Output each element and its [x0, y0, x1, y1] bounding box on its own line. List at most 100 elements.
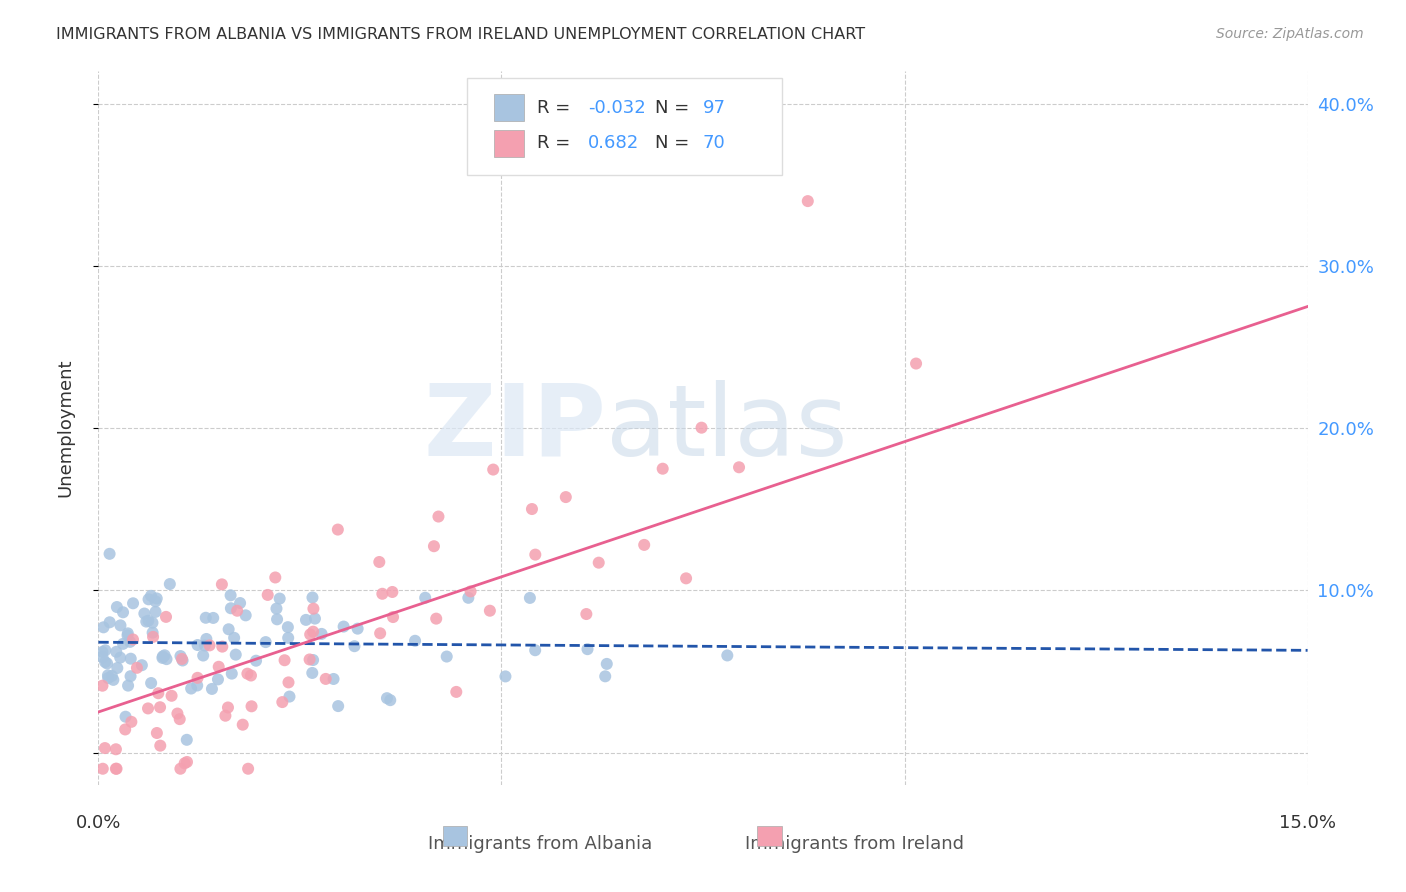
Point [120, 669, 142, 683]
Point [368, 626, 391, 640]
Point [104, 742, 127, 756]
Point [149, 739, 172, 753]
Point [169, 648, 191, 663]
Point [278, 690, 301, 704]
Point [226, 604, 249, 618]
Point [135, 615, 157, 629]
Point [120, 714, 142, 729]
Point [148, 686, 170, 700]
Point [96, 657, 118, 671]
Point [225, 648, 247, 662]
Text: 97: 97 [703, 99, 725, 117]
Point [524, 548, 547, 562]
Point [427, 509, 450, 524]
Point [194, 639, 217, 653]
Point [254, 635, 277, 649]
Point [371, 587, 394, 601]
Point [277, 620, 299, 634]
Point [256, 588, 278, 602]
Point [332, 619, 354, 633]
Point [675, 571, 697, 585]
Point [105, 661, 128, 675]
Point [141, 615, 163, 630]
Point [380, 693, 402, 707]
Point [169, 712, 191, 726]
Point [343, 639, 366, 653]
Point [576, 642, 599, 657]
Point [176, 732, 198, 747]
Text: Immigrants from Albania: Immigrants from Albania [427, 835, 652, 853]
Point [423, 539, 446, 553]
Text: IMMIGRANTS FROM ALBANIA VS IMMIGRANTS FROM IRELAND UNEMPLOYMENT CORRELATION CHAR: IMMIGRANTS FROM ALBANIA VS IMMIGRANTS FR… [56, 27, 865, 42]
Point [172, 653, 194, 667]
Point [94, 655, 117, 669]
Point [716, 648, 738, 663]
Point [101, 669, 124, 683]
Point [91, 762, 114, 776]
Point [208, 660, 231, 674]
Point [218, 622, 240, 636]
Point [382, 610, 405, 624]
Point [138, 614, 160, 628]
Point [97, 671, 120, 685]
Point [202, 611, 225, 625]
Point [460, 584, 482, 599]
Point [219, 588, 242, 602]
Point [195, 632, 218, 646]
Point [302, 601, 325, 615]
Point [304, 611, 326, 625]
Point [245, 654, 267, 668]
Point [554, 490, 576, 504]
Point [381, 585, 404, 599]
Point [110, 650, 132, 665]
Point [207, 673, 229, 687]
Point [266, 601, 288, 615]
Point [273, 653, 295, 667]
Point [425, 612, 447, 626]
Point [105, 762, 128, 776]
Point [94, 741, 117, 756]
Point [93, 620, 115, 634]
Point [311, 627, 333, 641]
Point [797, 194, 820, 208]
Point [457, 591, 479, 605]
Point [139, 589, 162, 603]
Point [114, 723, 136, 737]
Point [145, 591, 167, 606]
Text: N =: N = [655, 99, 695, 117]
FancyBboxPatch shape [467, 78, 782, 175]
Point [494, 669, 516, 683]
Point [103, 673, 125, 687]
Point [110, 618, 132, 632]
Point [187, 638, 209, 652]
Point [176, 755, 198, 769]
Point [482, 462, 505, 476]
Point [302, 653, 325, 667]
Point [346, 622, 368, 636]
Point [478, 604, 501, 618]
Point [446, 685, 468, 699]
Text: Source: ZipAtlas.com: Source: ZipAtlas.com [1216, 27, 1364, 41]
Point [152, 649, 174, 664]
Point [125, 661, 148, 675]
Point [235, 608, 257, 623]
Point [155, 610, 177, 624]
Point [436, 649, 458, 664]
Point [112, 605, 135, 619]
Text: 70: 70 [703, 135, 725, 153]
Point [91, 650, 114, 665]
Point [575, 607, 598, 621]
Point [519, 591, 541, 605]
Point [211, 640, 233, 654]
Point [117, 679, 139, 693]
Point [198, 639, 221, 653]
Point [105, 645, 128, 659]
Point [588, 556, 610, 570]
Point [91, 645, 114, 659]
Point [105, 600, 128, 615]
Point [301, 591, 323, 605]
Point [728, 460, 751, 475]
Point [146, 726, 169, 740]
Point [633, 538, 655, 552]
Point [145, 605, 167, 619]
